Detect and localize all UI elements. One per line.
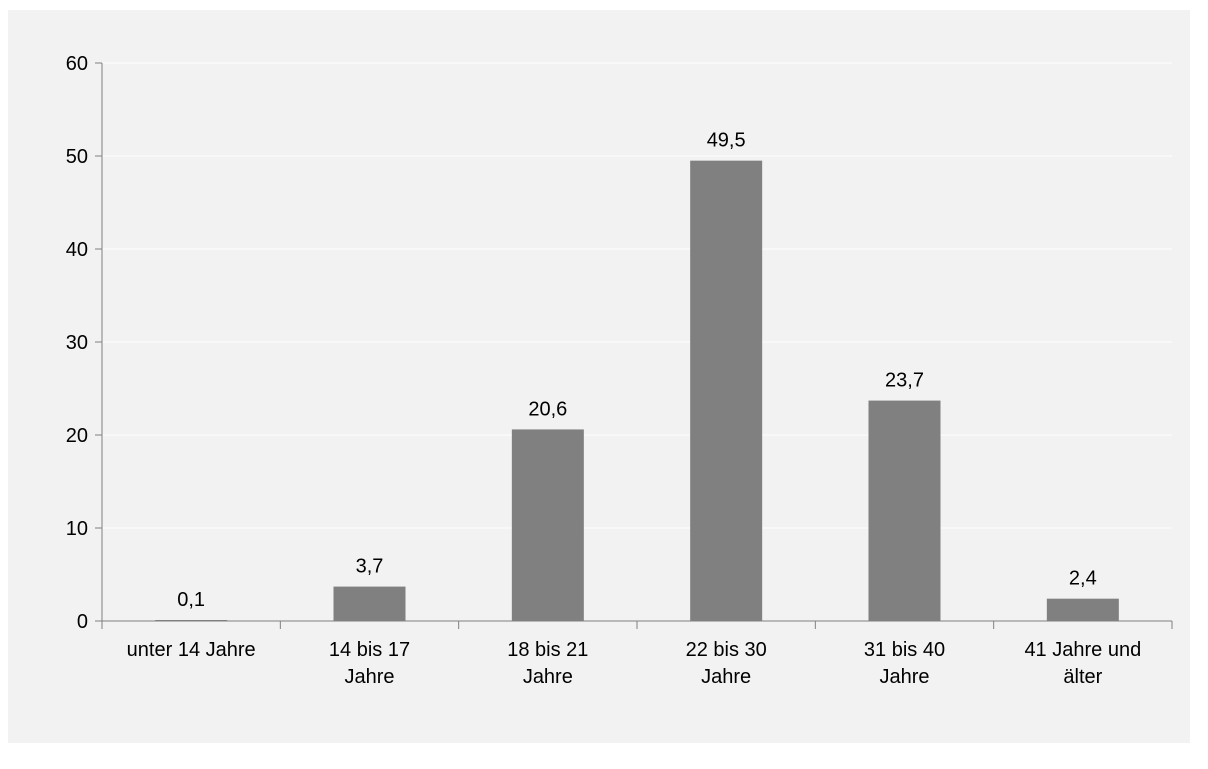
y-tick-label: 10 (66, 518, 88, 540)
x-tick-label: 41 Jahre und älter (1024, 639, 1141, 688)
bar-chart: 0 10 20 30 40 50 60 0,1 unter 14 Jahre 3,7 14 bis … (66, 53, 1173, 688)
data-label: 2,4 (1069, 568, 1097, 590)
y-tick-label: 60 (66, 53, 88, 75)
y-tick-label: 30 (66, 332, 88, 354)
x-tick-label-line: Jahre (344, 666, 394, 688)
x-tick-label: 31 bis 40 Jahre (864, 639, 945, 688)
x-tick-label-line: 18 bis 21 (507, 639, 588, 661)
x-tick-label: 18 bis 21 Jahre (507, 639, 588, 688)
x-tick-label-line: unter 14 Jahre (127, 639, 256, 661)
x-tick-label-line: Jahre (701, 666, 751, 688)
data-label: 3,7 (356, 556, 384, 578)
chart-panel: 0 10 20 30 40 50 60 0,1 unter 14 Jahre 3,7 14 bis … (8, 10, 1190, 743)
y-tick-label: 50 (66, 146, 88, 168)
bar (333, 586, 406, 621)
data-label: 23,7 (885, 370, 924, 392)
grid-layer (102, 62, 1172, 529)
bar-layer (155, 160, 1119, 621)
x-tick-label-line: Jahre (523, 666, 573, 688)
data-label: 20,6 (528, 398, 567, 420)
x-tick-label-line: 22 bis 30 (686, 639, 767, 661)
x-tick-label: 22 bis 30 Jahre (686, 639, 767, 688)
x-tick-label: 14 bis 17 Jahre (329, 639, 410, 688)
x-tick-label-line: 14 bis 17 (329, 639, 410, 661)
data-label: 0,1 (177, 589, 205, 611)
data-label: 49,5 (707, 130, 746, 152)
bar (1046, 598, 1119, 621)
y-tick-label: 0 (77, 611, 88, 633)
x-tick-label-line: Jahre (879, 666, 929, 688)
y-tick-label: 40 (66, 239, 88, 261)
y-tick-label: 20 (66, 425, 88, 447)
x-tick-label-line: älter (1063, 666, 1102, 688)
axis-layer (95, 62, 1173, 629)
bar (868, 400, 941, 621)
x-tick-label-line: 31 bis 40 (864, 639, 945, 661)
x-tick-label-line: 41 Jahre und (1024, 639, 1141, 661)
bar (511, 429, 584, 621)
bar (690, 160, 763, 621)
label-layer: 0 10 20 30 40 50 60 0,1 unter 14 Jahre 3,7 14 bis … (66, 53, 1141, 688)
x-tick-label: unter 14 Jahre (127, 639, 256, 661)
